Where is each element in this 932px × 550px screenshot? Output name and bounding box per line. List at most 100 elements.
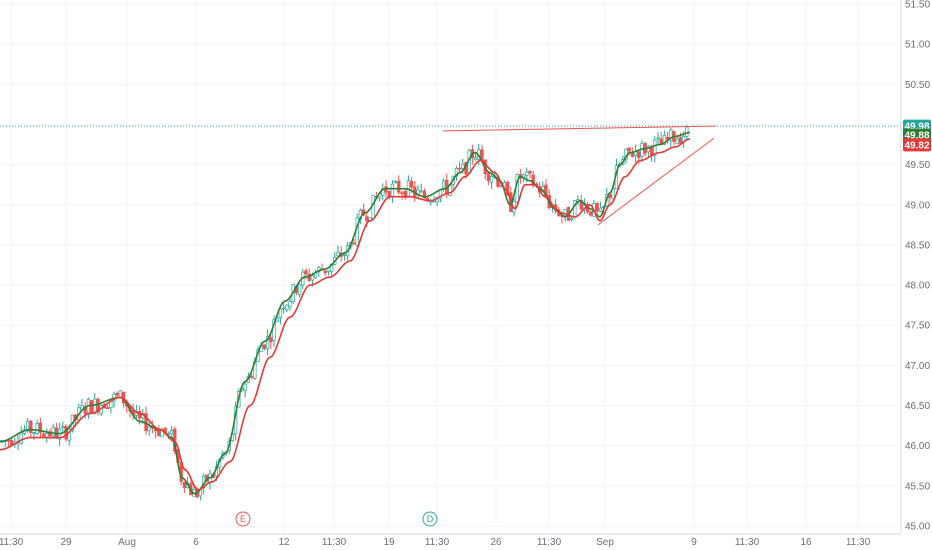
- trendline[interactable]: [442, 125, 717, 132]
- candle-body: [19, 432, 23, 444]
- candle-body: [243, 383, 247, 391]
- candle-body: [627, 147, 631, 152]
- price-badge-label: 49.98: [904, 122, 929, 133]
- candle-body: [51, 426, 55, 437]
- price-tick-label: 47.50: [905, 321, 930, 332]
- candle-body: [419, 190, 423, 193]
- candle-body: [422, 190, 427, 199]
- candle-body: [352, 242, 356, 245]
- candle-body: [473, 157, 478, 161]
- candle-body: [262, 344, 267, 349]
- candle-body: [589, 211, 593, 216]
- candle-body: [32, 432, 36, 434]
- time-tick-label: 11:30: [735, 537, 760, 548]
- candle-body: [310, 275, 315, 281]
- price-tick-label: 49.50: [905, 160, 930, 171]
- price-tick-label: 45.50: [905, 481, 930, 492]
- price-badge: [903, 138, 931, 152]
- candle-body: [29, 420, 33, 433]
- candle-body: [569, 218, 574, 220]
- price-tick-label: 49.00: [905, 200, 930, 211]
- price-tick-label: 45.00: [905, 521, 930, 532]
- price-tick-label: 48.00: [905, 281, 930, 292]
- candle-body: [169, 430, 174, 435]
- trendline[interactable]: [597, 137, 715, 226]
- candle-body: [326, 270, 331, 273]
- time-tick-label: 11:30: [0, 537, 24, 548]
- candle-body: [182, 481, 187, 488]
- event-marker[interactable]: [422, 511, 438, 527]
- time-tick-label: 29: [60, 537, 72, 548]
- time-axis[interactable]: 11:30 29 Aug 6 12 11:30 19 11:30 26 11:30 Sep 9 11:3…: [0, 537, 871, 548]
- candle-body: [397, 180, 401, 193]
- candle-body: [297, 284, 302, 295]
- time-tick-label: 6: [193, 537, 199, 548]
- price-tick-label: 46.50: [905, 401, 930, 412]
- candle-body: [281, 307, 286, 310]
- candle-body: [118, 390, 123, 398]
- candle-body: [665, 136, 670, 140]
- moving-average-slow: [0, 138, 691, 491]
- candle-body: [563, 208, 567, 217]
- candle-body: [137, 410, 142, 419]
- event-marker-label: E: [240, 514, 246, 524]
- candle-body: [669, 129, 673, 141]
- candle-body: [105, 407, 110, 410]
- candle-body: [409, 181, 414, 188]
- candle-body: [486, 172, 491, 182]
- time-tick-label: 12: [278, 537, 290, 548]
- candle-body: [153, 429, 158, 432]
- candle-body: [441, 180, 446, 189]
- candle-body: [115, 392, 119, 396]
- candle-body: [598, 207, 603, 212]
- time-tick-label: 26: [490, 537, 502, 548]
- price-tick-label: 50.50: [905, 80, 930, 91]
- candle-body: [595, 203, 599, 212]
- price-badge-label: 49.88: [904, 131, 929, 142]
- plot-area[interactable]: [0, 0, 901, 534]
- price-tick-label: 46.00: [905, 441, 930, 452]
- price-tick-label: 48.50: [905, 240, 930, 251]
- candle-body: [656, 137, 660, 140]
- time-tick-label: 11:30: [322, 537, 347, 548]
- candle-body: [393, 181, 398, 184]
- time-tick-label: Sep: [596, 537, 614, 548]
- candle-body: [403, 190, 407, 198]
- candle-body: [147, 426, 151, 431]
- time-tick-label: 11:30: [425, 537, 450, 548]
- candle-body: [461, 163, 465, 169]
- candle-body: [249, 376, 254, 378]
- candle-body: [93, 398, 97, 414]
- candle-body: [678, 137, 683, 144]
- event-marker-label: D: [427, 514, 434, 524]
- candle-body: [653, 139, 657, 156]
- candle-body: [157, 429, 161, 436]
- candle-body: [48, 431, 52, 437]
- candle-body: [278, 308, 283, 318]
- candle-body: [457, 167, 462, 170]
- event-marker[interactable]: [235, 511, 251, 527]
- time-tick-label: Aug: [118, 537, 136, 548]
- candle-body: [685, 126, 689, 137]
- candle-body: [342, 254, 347, 256]
- candle-body: [675, 138, 679, 144]
- candle-body: [96, 398, 100, 413]
- candle-body: [285, 304, 289, 311]
- price-tick-label: 51.00: [905, 40, 930, 51]
- candle-body: [400, 192, 404, 195]
- price-badge: [903, 128, 931, 142]
- candle-body: [489, 176, 494, 183]
- candle-body: [35, 423, 39, 434]
- price-tick-label: 47.00: [905, 361, 930, 372]
- price-axis[interactable]: 51.5051.0050.5050.0049.5049.0048.5048.00…: [905, 0, 930, 532]
- candle-body: [662, 134, 667, 145]
- candle-body: [265, 336, 270, 350]
- candle-body: [304, 270, 308, 275]
- candle-body: [528, 171, 532, 174]
- candle-body: [61, 426, 65, 428]
- candle-body: [505, 181, 510, 196]
- time-tick-label: 11:30: [537, 537, 562, 548]
- candle-body: [381, 188, 385, 196]
